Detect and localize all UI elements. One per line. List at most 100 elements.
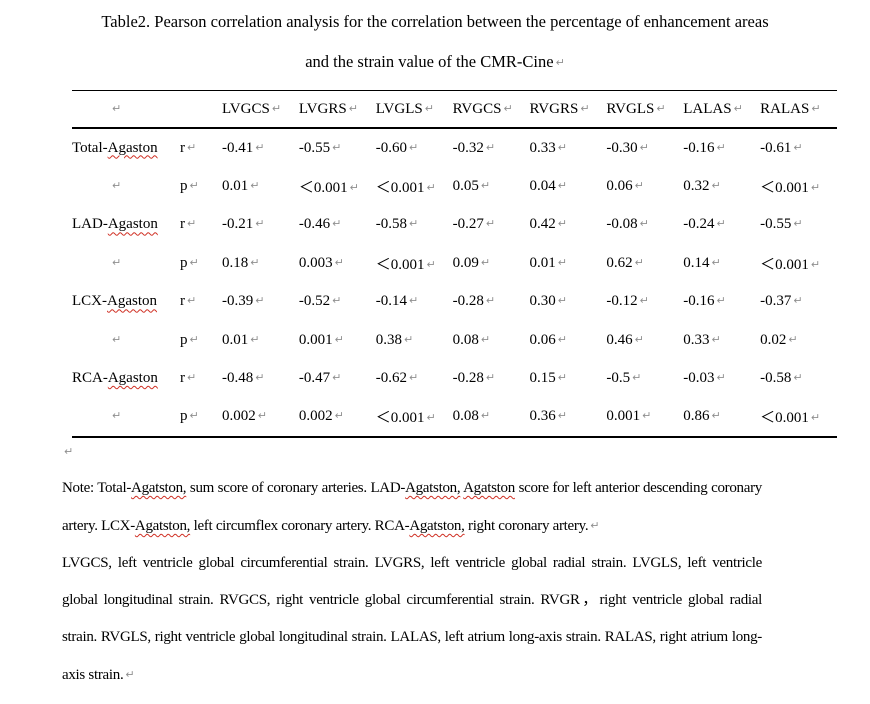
pilcrow-icon: ↵ (424, 101, 434, 115)
r-value-col5-text: 0.42 (529, 216, 556, 233)
r-value-col3: -0.62 ↵ (376, 370, 453, 387)
pilcrow-icon: ↵ (189, 409, 199, 423)
table-row-r: LCX-Agaston r ↵ -0.39 ↵ -0.52 ↵ -0.14 ↵ -0.28 ↵ 0.3… (72, 283, 837, 321)
header-col-rvgcs-text: RVGCS (452, 100, 502, 117)
p-value-col2-text: ＜0.001 (298, 180, 348, 197)
p-value-col6-text: 0.46 (606, 331, 633, 348)
p-value-col1-text: 0.01 (222, 331, 249, 348)
pilcrow-icon: ↵ (189, 179, 199, 193)
p-value-col4: 0.08 ↵ (453, 332, 530, 349)
p-value-col8-text: ＜0.001 (760, 180, 809, 197)
row-label-empty: ↵ (72, 255, 180, 272)
r-value-col1: -0.41 ↵ (222, 140, 299, 157)
r-value-col8: -0.58 ↵ (760, 370, 837, 387)
r-value-col2: -0.47 ↵ (299, 370, 376, 387)
stat-label-r: r ↵ (180, 140, 222, 157)
p-value-col1: 0.01 ↵ (222, 178, 299, 195)
p-value-col4-text: 0.05 (452, 178, 479, 195)
row-label-misspelled: Agaston (107, 293, 157, 310)
r-value-col2: -0.55 ↵ (299, 140, 376, 157)
table-row-r: Total-Agaston r ↵ -0.41 ↵ -0.55 ↵ -0.60 ↵ -0.32 ↵ 0… (72, 129, 837, 167)
pilcrow-icon: ↵ (480, 332, 491, 346)
header-col-lvgrs: LVGRS ↵ (299, 101, 376, 118)
correlation-table: ↵ LVGCS ↵ LVGRS ↵ LVGLS ↵ RVGCS ↵ RVGRS ↵ RVGLS ↵ LAL… (72, 90, 837, 439)
p-value-col4: 0.08 ↵ (453, 408, 530, 425)
pilcrow-icon: ↵ (271, 101, 282, 115)
pilcrow-icon: ↵ (426, 411, 436, 425)
p-value-col3-text: ＜0.001 (375, 180, 425, 197)
p-value-col5: 0.36 ↵ (530, 408, 607, 425)
stat-label-p-text: p (180, 254, 188, 271)
pilcrow-icon: ↵ (125, 668, 135, 681)
p-value-col2-text: 0.003 (298, 254, 333, 271)
pilcrow-icon: ↵ (632, 371, 642, 385)
pilcrow-icon: ↵ (810, 257, 821, 271)
pilcrow-icon: ↵ (810, 411, 821, 425)
p-value-col3-text: ＜0.001 (375, 256, 425, 273)
r-value-col5-text: 0.30 (529, 293, 556, 310)
p-value-col6-text: 0.001 (606, 408, 641, 425)
r-value-col5: 0.30 ↵ (530, 293, 607, 310)
p-value-col6-text: 0.62 (606, 254, 633, 271)
row-label-misspelled: Agaston (107, 139, 158, 156)
r-value-col6-text: -0.08 (606, 216, 638, 233)
p-value-col2: ＜0.001 ↵ (299, 176, 376, 197)
r-value-col1-text: -0.48 (222, 370, 254, 387)
r-value-col6: -0.08 ↵ (606, 216, 683, 233)
stat-label-p: p ↵ (180, 255, 222, 272)
r-value-col4-text: -0.32 (452, 139, 484, 156)
r-value-col7: -0.16 ↵ (683, 140, 760, 157)
table-row-r: RCA-Agaston r ↵ -0.48 ↵ -0.47 ↵ -0.62 ↵ -0.28 ↵ 0.1… (72, 359, 837, 397)
note-paragraph-2: LVGCS, left ventricle global circumferen… (62, 545, 762, 694)
r-value-col7: -0.03 ↵ (683, 370, 760, 387)
p-value-col7: 0.86 ↵ (683, 408, 760, 425)
table-title-line2: and the strain value of the CMR-Cine ↵ (0, 42, 870, 83)
pilcrow-icon: ↵ (485, 140, 496, 154)
r-value-col8-text: -0.37 (760, 293, 792, 310)
stat-label-p-text: p (180, 178, 188, 195)
pilcrow-icon: ↵ (112, 101, 122, 115)
p-value-col6: 0.62 ↵ (606, 255, 683, 272)
r-value-col1: -0.39 ↵ (222, 293, 299, 310)
pilcrow-icon: ↵ (332, 371, 342, 385)
pilcrow-icon: ↵ (639, 294, 649, 308)
table-row-p: ↵ p ↵ 0.18 ↵ 0.003 ↵ ＜0.001 ↵ 0.09 ↵ 0.01 ↵ 0.62 ↵ 0.14… (72, 244, 837, 282)
r-value-col3-text: -0.62 (375, 370, 407, 387)
r-value-col1-text: -0.21 (222, 216, 254, 233)
note-misspelled-word: Agatston, (405, 480, 461, 496)
p-value-col1-text: 0.002 (222, 408, 256, 425)
r-value-col4: -0.27 ↵ (453, 216, 530, 233)
note-text: left circumflex coronary artery. RCA- (190, 518, 410, 534)
r-value-col1-text: -0.41 (222, 139, 254, 156)
p-value-col4: 0.05 ↵ (453, 178, 530, 195)
p-value-col5-text: 0.01 (529, 254, 556, 271)
p-value-col2: 0.001 ↵ (299, 332, 376, 349)
note-text: Note: Total- (62, 480, 132, 496)
pilcrow-icon: ↵ (793, 217, 803, 231)
pilcrow-icon: ↵ (426, 257, 436, 271)
pilcrow-icon: ↵ (255, 140, 265, 154)
r-value-col8: -0.61 ↵ (760, 140, 837, 157)
pilcrow-icon: ↵ (334, 332, 344, 346)
pilcrow-icon: ↵ (332, 294, 342, 308)
pilcrow-icon: ↵ (557, 217, 567, 231)
pilcrow-icon: ↵ (590, 519, 600, 532)
pilcrow-icon: ↵ (255, 371, 265, 385)
pilcrow-icon: ↵ (257, 409, 267, 423)
pilcrow-icon: ↵ (250, 255, 260, 269)
p-value-col8: 0.02 ↵ (760, 332, 837, 349)
pilcrow-icon: ↵ (793, 371, 803, 385)
r-value-col6-text: -0.30 (606, 139, 638, 156)
r-value-col5: 0.33 ↵ (530, 140, 607, 157)
p-value-col5-text: 0.04 (529, 178, 556, 195)
p-value-col7-text: 0.33 (683, 331, 710, 348)
p-value-col8: ＜0.001 ↵ (760, 253, 837, 274)
r-value-col8: -0.55 ↵ (760, 216, 837, 233)
note-paragraph-1: Note: Total-Agatston, sum score of coron… (62, 470, 762, 545)
pilcrow-icon: ↵ (656, 101, 666, 115)
pilcrow-icon: ↵ (255, 217, 265, 231)
r-value-col6: -0.5 ↵ (606, 370, 683, 387)
pilcrow-icon: ↵ (580, 101, 590, 115)
r-value-col7: -0.24 ↵ (683, 216, 760, 233)
